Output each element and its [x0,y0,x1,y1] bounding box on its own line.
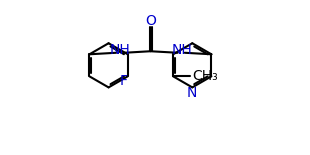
Text: O: O [145,14,156,28]
Text: CH₃: CH₃ [192,69,218,83]
Text: NH: NH [109,44,130,58]
Text: N: N [187,86,197,100]
Text: NH: NH [171,44,192,58]
Text: F: F [120,74,128,88]
